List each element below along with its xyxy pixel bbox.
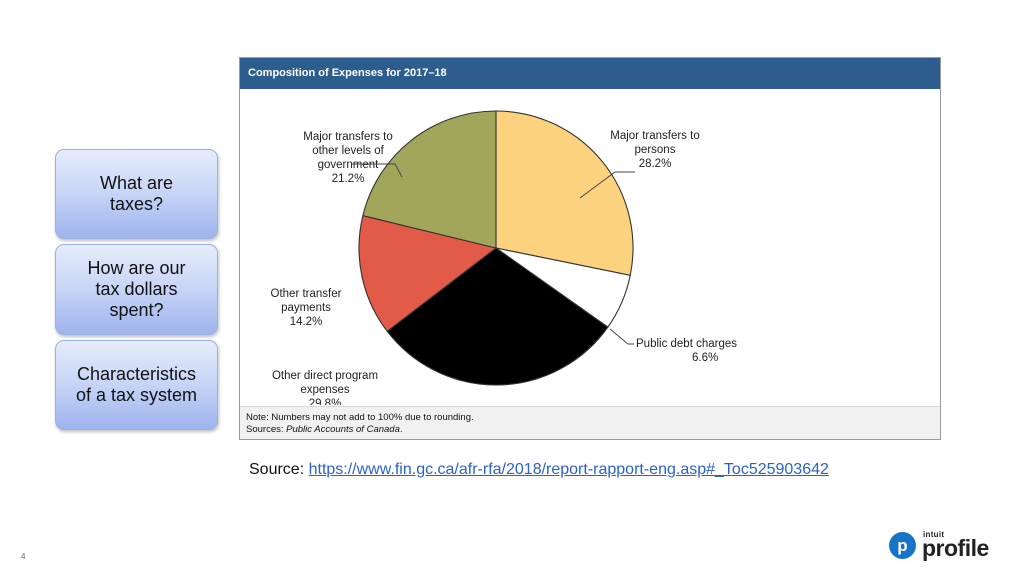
slice-value-label: 14.2%	[290, 316, 323, 328]
chart-footnote: Note: Numbers may not add to 100% due to…	[240, 406, 940, 439]
slice-value-label: 21.2%	[332, 173, 365, 185]
slice-label: Major transfers to	[610, 130, 699, 142]
logo-main-text: profile	[922, 535, 989, 561]
logo-small-text: intuit	[923, 530, 945, 539]
nav-item-tax-dollars-spent[interactable]: How are our tax dollars spent?	[55, 244, 218, 335]
slice-label: Other direct program	[272, 370, 378, 382]
chart-sources-suffix: .	[399, 424, 403, 435]
nav-item-what-are-taxes[interactable]: What are taxes?	[55, 149, 218, 239]
pie-chart: Major transfers to persons 28.2% Public deb…	[271, 110, 737, 405]
slice-transfers-to-persons	[495, 110, 634, 277]
chart-sources-value: Public Accounts of Canada	[286, 424, 400, 435]
intuit-profile-logo: p intuit profile	[889, 530, 1001, 562]
nav-item-label: What are taxes?	[99, 173, 174, 214]
nav-item-label: Characteristics of a tax system	[75, 364, 198, 405]
slice-other-direct-program	[386, 247, 609, 386]
slice-value-label: 6.6%	[692, 352, 718, 364]
chart-panel: Composition of Expenses for 2017–18 Majo…	[239, 57, 941, 440]
source-label: Source:	[249, 461, 309, 478]
slice-label: Major transfers to	[303, 131, 392, 143]
slice-transfers-to-governments	[362, 110, 497, 249]
slice-label: expenses	[300, 384, 349, 396]
nav-item-tax-system-characteristics[interactable]: Characteristics of a tax system	[55, 340, 218, 430]
slice-label: Other transfer	[271, 288, 342, 300]
page-number: 4	[21, 552, 26, 561]
slice-label: Public debt charges	[636, 338, 737, 350]
slice-other-transfer-payments	[358, 214, 498, 333]
profile-logo-icon: p	[889, 532, 916, 559]
source-line: Source: https://www.fin.gc.ca/afr-rfa/20…	[249, 461, 829, 479]
slice-label: persons	[635, 144, 676, 156]
slice-value-label: 28.2%	[639, 158, 672, 170]
chart-sources: Sources: Public Accounts of Canada.	[246, 424, 940, 436]
leader-line	[579, 171, 635, 199]
slice-label: payments	[281, 302, 331, 314]
slice-label: other levels of	[312, 145, 384, 157]
leader-line	[609, 328, 634, 345]
slice-value-label: 29.8%	[309, 398, 342, 405]
chart-sources-label: Sources:	[246, 424, 287, 435]
leader-line	[352, 163, 403, 178]
nav-item-label: How are our tax dollars spent?	[87, 258, 186, 320]
chart-title: Composition of Expenses for 2017–18	[240, 58, 940, 89]
source-link[interactable]: https://www.fin.gc.ca/afr-rfa/2018/repor…	[308, 461, 829, 478]
slice-label: government	[318, 159, 380, 171]
chart-note: Note: Numbers may not add to 100% due to…	[246, 412, 474, 423]
